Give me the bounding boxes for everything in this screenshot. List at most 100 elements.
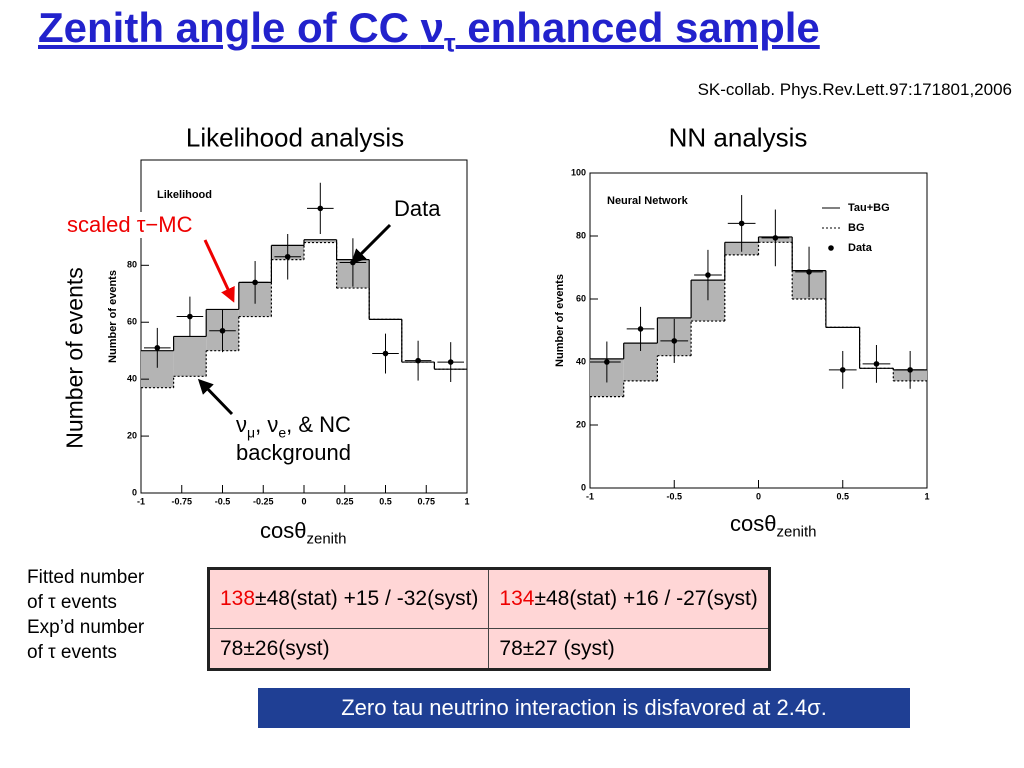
x-tick-label: 0.75 xyxy=(417,496,435,506)
data-point xyxy=(705,272,711,278)
data-point xyxy=(252,279,258,286)
table-cell: 134±48(stat) +16 / -27(syst) xyxy=(488,568,770,629)
row-label: Fitted number xyxy=(27,567,145,588)
data-point xyxy=(154,345,161,351)
annotation: νμ, νe, & NC background xyxy=(236,412,351,466)
inner-label: Likelihood xyxy=(157,189,212,201)
cell-highlight: 134 xyxy=(499,587,535,610)
x-tick-label: 1 xyxy=(464,496,469,506)
y-tick-label: 80 xyxy=(576,230,586,240)
title-sub: τ xyxy=(444,27,456,58)
x-tick-label: -1 xyxy=(586,491,594,501)
table-row: 78±26(syst) 78±27 (syst) xyxy=(207,628,770,670)
data-point xyxy=(604,359,610,365)
data-point xyxy=(738,220,745,227)
x-tick-label: 0.5 xyxy=(836,491,849,501)
y-tick-label: 100 xyxy=(571,167,586,177)
cell-text: 78±27 (syst) xyxy=(499,636,615,660)
annotation: scaled τ−MC xyxy=(67,212,193,238)
table-cell: 78±26(syst) xyxy=(207,628,490,670)
arrow xyxy=(350,223,392,265)
row-labels: Fitted number of τ events Exp’d number o… xyxy=(27,565,144,665)
x-label: cosθ xyxy=(260,518,307,543)
x-tick-label: -0.25 xyxy=(253,496,274,506)
row-label: of τ events xyxy=(27,592,117,613)
y-tick-label: 60 xyxy=(127,317,137,327)
arrow xyxy=(197,378,234,416)
x-tick-label: 0.5 xyxy=(379,496,392,506)
annotation-part: ν xyxy=(236,412,248,437)
arrow xyxy=(203,239,235,303)
x-label-sub: zenith xyxy=(306,530,347,548)
cell-text: 78±26(syst) xyxy=(220,636,330,660)
y-tick-label: 80 xyxy=(127,260,137,270)
x-tick-label: 0.25 xyxy=(336,496,354,506)
chart-title: Likelihood analysis xyxy=(185,122,405,153)
x-tick-label: 1 xyxy=(924,491,929,501)
title-symbol: ν xyxy=(420,4,445,51)
data-point xyxy=(415,357,421,364)
row-label: of τ events xyxy=(27,642,117,663)
inner-y-label: Number of events xyxy=(554,274,566,367)
data-point xyxy=(284,253,291,260)
cell-text: ±48(stat) +16 / -27(syst) xyxy=(534,587,758,610)
y-tick-label: 40 xyxy=(576,356,586,366)
data-point xyxy=(219,327,226,334)
inner-y-label: Number of events xyxy=(107,270,119,363)
x-tick-label: -0.75 xyxy=(171,496,192,506)
annotation-part: , ν xyxy=(255,412,279,437)
title-text: Zenith angle of CC xyxy=(38,4,421,51)
x-label: cosθ xyxy=(730,511,777,536)
x-tick-label: -0.5 xyxy=(666,491,682,501)
annotation-part: e xyxy=(278,424,287,441)
table: 138±48(stat) +15 / -32(syst) 134±48(stat)… xyxy=(207,567,771,671)
data-point xyxy=(873,361,880,367)
y-tick-label: 20 xyxy=(127,430,137,440)
x-tick-label: 0 xyxy=(756,491,761,501)
annotation-part: μ xyxy=(247,424,256,441)
reference: SK-collab. Phys.Rev.Lett.97:171801,2006 xyxy=(697,80,1012,99)
table-row: 138±48(stat) +15 / -32(syst) 134±48(stat)… xyxy=(207,568,770,629)
data-point xyxy=(317,205,324,212)
data-point xyxy=(382,350,389,357)
x-axis-label: cosθzenith xyxy=(260,518,347,547)
y-tick-label: 60 xyxy=(576,293,586,303)
data-point xyxy=(839,367,846,373)
shade xyxy=(304,239,337,243)
y-tick-label: 0 xyxy=(132,487,137,497)
slide-title: Zenith angle of CC ντ enhanced sample xyxy=(38,4,820,58)
table-cell: 78±27 (syst) xyxy=(488,628,770,670)
chart-title: NN analysis xyxy=(668,122,808,153)
y-tick-label: 40 xyxy=(127,374,137,384)
legend-label: BG xyxy=(848,222,865,234)
annotation-part: , & NC xyxy=(286,412,351,437)
annotation: Data xyxy=(394,196,441,221)
note: Zero tau neutrino interaction is disfavo… xyxy=(258,688,910,728)
plot-frame xyxy=(589,172,928,489)
row-label: Exp’d number xyxy=(27,617,145,638)
y-axis-label: Number of events xyxy=(61,267,88,449)
cell-highlight: 138 xyxy=(220,587,256,610)
y-tick-label: 0 xyxy=(581,482,586,492)
legend-marker xyxy=(828,245,834,251)
x-tick-label: -0.5 xyxy=(215,496,231,506)
data-point xyxy=(806,269,812,275)
data-point xyxy=(907,367,913,373)
x-label-sub: zenith xyxy=(776,523,817,541)
data-point xyxy=(772,235,779,241)
cell-text: ±48(stat) +15 / -32(syst) xyxy=(255,587,479,610)
legend-label: Tau+BG xyxy=(848,202,890,214)
plot-frame xyxy=(140,159,468,494)
data-point xyxy=(671,338,678,344)
title-text: enhanced sample xyxy=(455,4,820,51)
data-point xyxy=(447,359,454,365)
x-tick-label: 0 xyxy=(301,496,306,506)
legend-label: Data xyxy=(848,242,873,254)
shade xyxy=(173,336,207,377)
x-tick-label: -1 xyxy=(137,496,145,506)
x-axis-label: cosθzenith xyxy=(730,511,817,540)
data-point xyxy=(637,326,644,332)
y-tick-label: 20 xyxy=(576,419,586,429)
inner-label: Neural Network xyxy=(607,195,689,207)
